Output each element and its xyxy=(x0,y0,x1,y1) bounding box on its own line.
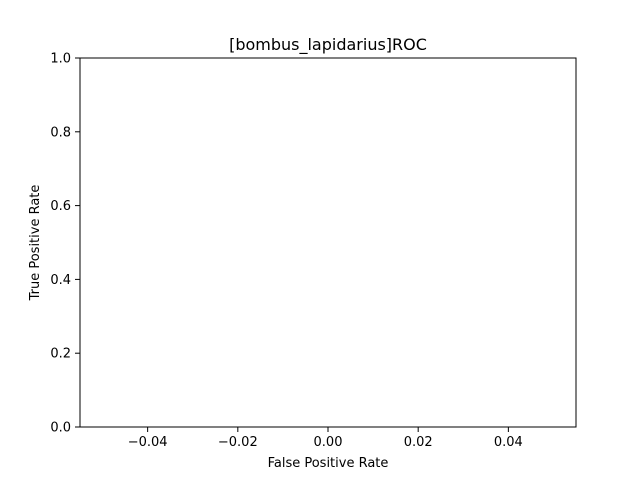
x-tick-label: −0.04 xyxy=(128,435,168,450)
x-axis-label: False Positive Rate xyxy=(268,456,389,471)
y-axis-label: True Positive Rate xyxy=(28,185,43,302)
x-axis-ticks: −0.04 −0.02 0.00 0.02 0.04 xyxy=(128,427,523,450)
y-tick-label: 0.4 xyxy=(50,273,71,288)
x-tick-label: 0.04 xyxy=(494,435,523,450)
y-tick-label: 1.0 xyxy=(50,52,71,67)
y-tick-label: 0.6 xyxy=(50,199,71,214)
y-axis-ticks: 0.0 0.2 0.4 0.6 0.8 1.0 xyxy=(50,52,80,436)
y-tick-label: 0.8 xyxy=(50,125,71,140)
y-tick-label: 0.2 xyxy=(50,347,71,362)
x-tick-label: 0.00 xyxy=(314,435,343,450)
x-tick-label: −0.02 xyxy=(218,435,258,450)
y-tick-label: 0.0 xyxy=(50,421,71,436)
chart-title: [bombus_lapidarius]ROC xyxy=(229,35,427,55)
x-tick-label: 0.02 xyxy=(404,435,433,450)
